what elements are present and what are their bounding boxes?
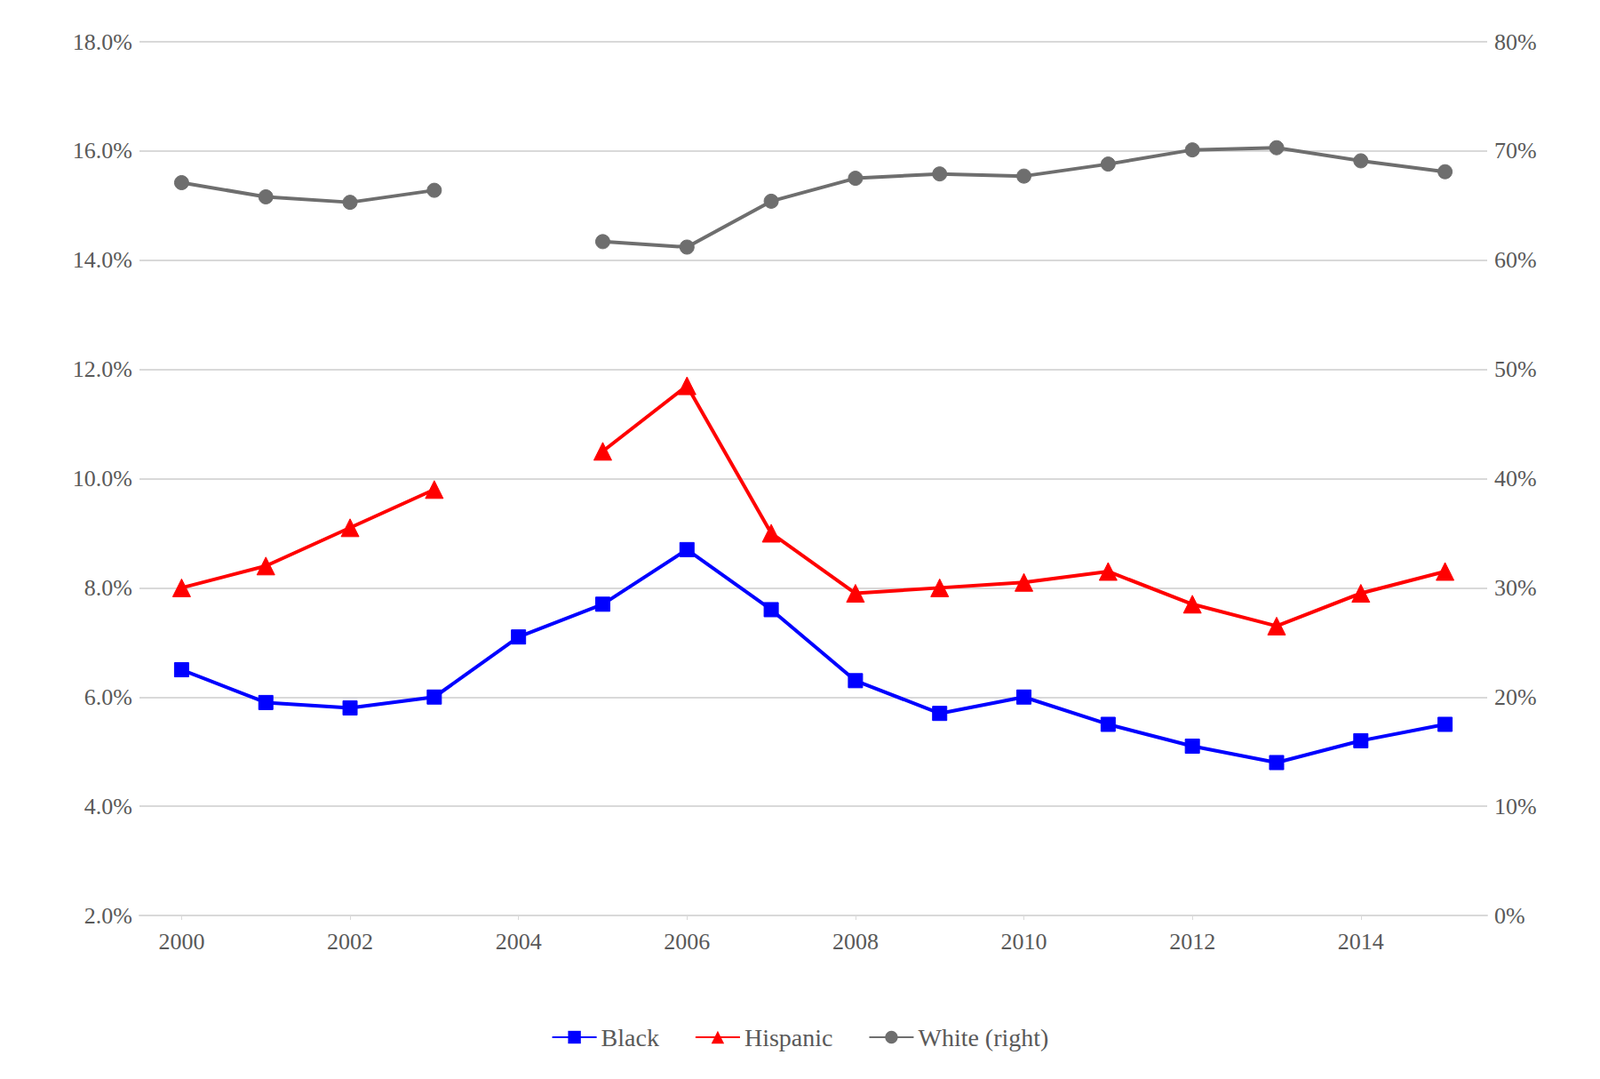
svg-text:10.0%: 10.0% xyxy=(72,465,133,492)
svg-text:2.0%: 2.0% xyxy=(84,902,133,929)
svg-text:White (right): White (right) xyxy=(917,1023,1049,1051)
svg-text:Hispanic: Hispanic xyxy=(744,1023,834,1051)
svg-text:2004: 2004 xyxy=(495,928,542,955)
svg-text:80%: 80% xyxy=(1494,29,1537,56)
svg-text:0%: 0% xyxy=(1494,902,1526,929)
svg-text:2012: 2012 xyxy=(1169,928,1216,955)
svg-text:2002: 2002 xyxy=(326,928,374,955)
svg-text:14.0%: 14.0% xyxy=(72,246,133,273)
svg-text:2006: 2006 xyxy=(663,928,710,955)
svg-text:18.0%: 18.0% xyxy=(72,29,133,56)
svg-text:4.0%: 4.0% xyxy=(84,793,133,820)
svg-text:2010: 2010 xyxy=(1001,928,1048,955)
svg-text:70%: 70% xyxy=(1494,137,1537,164)
svg-text:16.0%: 16.0% xyxy=(72,137,133,164)
svg-text:Black: Black xyxy=(601,1023,660,1051)
svg-text:10%: 10% xyxy=(1494,793,1537,820)
svg-text:2000: 2000 xyxy=(158,928,205,955)
svg-text:2008: 2008 xyxy=(832,928,879,955)
svg-text:40%: 40% xyxy=(1494,465,1537,492)
svg-text:60%: 60% xyxy=(1494,246,1537,273)
svg-text:50%: 50% xyxy=(1494,356,1537,383)
svg-text:20%: 20% xyxy=(1494,684,1537,710)
svg-text:2014: 2014 xyxy=(1337,928,1385,955)
svg-text:30%: 30% xyxy=(1494,574,1537,601)
svg-text:6.0%: 6.0% xyxy=(84,684,133,710)
svg-text:12.0%: 12.0% xyxy=(72,356,133,383)
svg-text:8.0%: 8.0% xyxy=(84,574,133,601)
